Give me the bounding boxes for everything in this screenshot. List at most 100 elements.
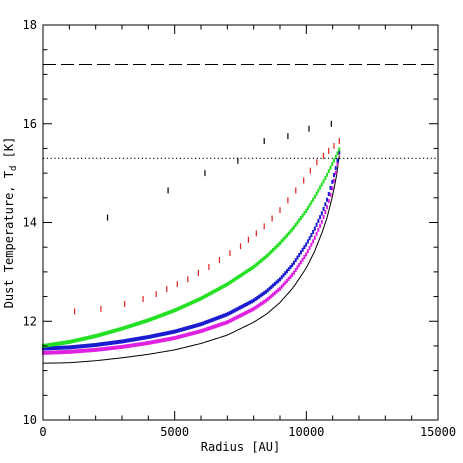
band-point [190, 331, 193, 336]
band-point [92, 334, 95, 339]
band-point [109, 346, 112, 351]
band-point [291, 227, 294, 232]
band-point [69, 349, 72, 354]
band-point [270, 249, 273, 254]
band-point [272, 292, 275, 297]
band-point [245, 302, 248, 307]
x-axis-label: Radius [AU] [201, 440, 280, 454]
band-point [219, 314, 222, 319]
band-point [101, 332, 104, 337]
band-point [146, 335, 149, 340]
band-point [167, 310, 170, 315]
band-point [92, 348, 95, 353]
reference-lines [43, 63, 438, 159]
band-point [244, 270, 247, 275]
band-point [183, 304, 186, 309]
band-point [327, 199, 330, 204]
band-point [162, 331, 165, 336]
band-point [116, 340, 119, 345]
band-point [123, 325, 126, 330]
band-point [256, 295, 259, 300]
band-point [158, 332, 161, 337]
band-point [82, 336, 85, 341]
band-point [167, 330, 170, 335]
band-point [144, 335, 147, 340]
band-point [205, 327, 208, 332]
band-point [169, 330, 172, 335]
band-point [127, 343, 130, 348]
band-point [170, 309, 173, 314]
band-point [155, 339, 158, 344]
axis-ticks [42, 24, 439, 421]
band-point [115, 328, 118, 333]
x-tick-label: 10000 [288, 425, 324, 439]
band-point [231, 309, 234, 314]
series-line-0 [42, 155, 340, 364]
band-point [83, 343, 86, 348]
band-point [57, 341, 60, 346]
band-point [289, 274, 292, 279]
band-point [197, 329, 200, 334]
band-point [218, 315, 221, 320]
band-point [216, 323, 219, 328]
band-point [301, 257, 304, 262]
band-point [261, 257, 264, 262]
band-point [258, 294, 261, 299]
band-point [211, 318, 214, 323]
band-point [333, 178, 336, 183]
band-point [141, 320, 144, 325]
band-point [247, 309, 250, 314]
band-point [238, 305, 241, 310]
x-tick-label: 5000 [160, 425, 189, 439]
band-point [165, 337, 168, 342]
band-point [132, 337, 135, 342]
band-point [146, 341, 149, 346]
band-point [214, 288, 217, 293]
band-point [94, 347, 97, 352]
band-point [292, 260, 295, 265]
band-point [85, 343, 88, 348]
band-point [197, 297, 200, 302]
band-point [113, 328, 116, 333]
band-point [275, 280, 278, 285]
band-point [198, 322, 201, 327]
band-point [62, 345, 65, 350]
band-point [71, 339, 74, 344]
band-point [101, 342, 104, 347]
band-point [228, 311, 231, 316]
band-point [55, 350, 58, 355]
band-point [263, 256, 266, 261]
band-point [82, 348, 85, 353]
band-point [291, 272, 294, 277]
band-point [306, 239, 309, 244]
band-point [326, 197, 329, 202]
band-point [336, 151, 339, 156]
band-point [331, 162, 334, 167]
band-point [202, 295, 205, 300]
band-point [165, 311, 168, 316]
band-point [190, 324, 193, 329]
band-point [312, 229, 315, 234]
band-point [108, 330, 111, 335]
band-point [280, 275, 283, 280]
band-point [163, 337, 166, 342]
band-point [279, 277, 281, 282]
band-point [218, 323, 221, 328]
band-point [287, 231, 290, 236]
band-point [296, 255, 299, 260]
band-point [233, 308, 236, 313]
band-point [285, 278, 288, 283]
band-point [226, 281, 229, 286]
band-point [179, 305, 182, 310]
band-point [209, 318, 212, 323]
band-point [172, 308, 175, 313]
band-point [120, 339, 123, 344]
band-point [141, 341, 144, 346]
band-point [238, 273, 241, 278]
band-point [279, 286, 281, 291]
band-point [231, 278, 234, 283]
band-point [226, 312, 229, 317]
band-point [292, 270, 295, 275]
band-point [329, 192, 332, 197]
band-point [324, 176, 327, 181]
